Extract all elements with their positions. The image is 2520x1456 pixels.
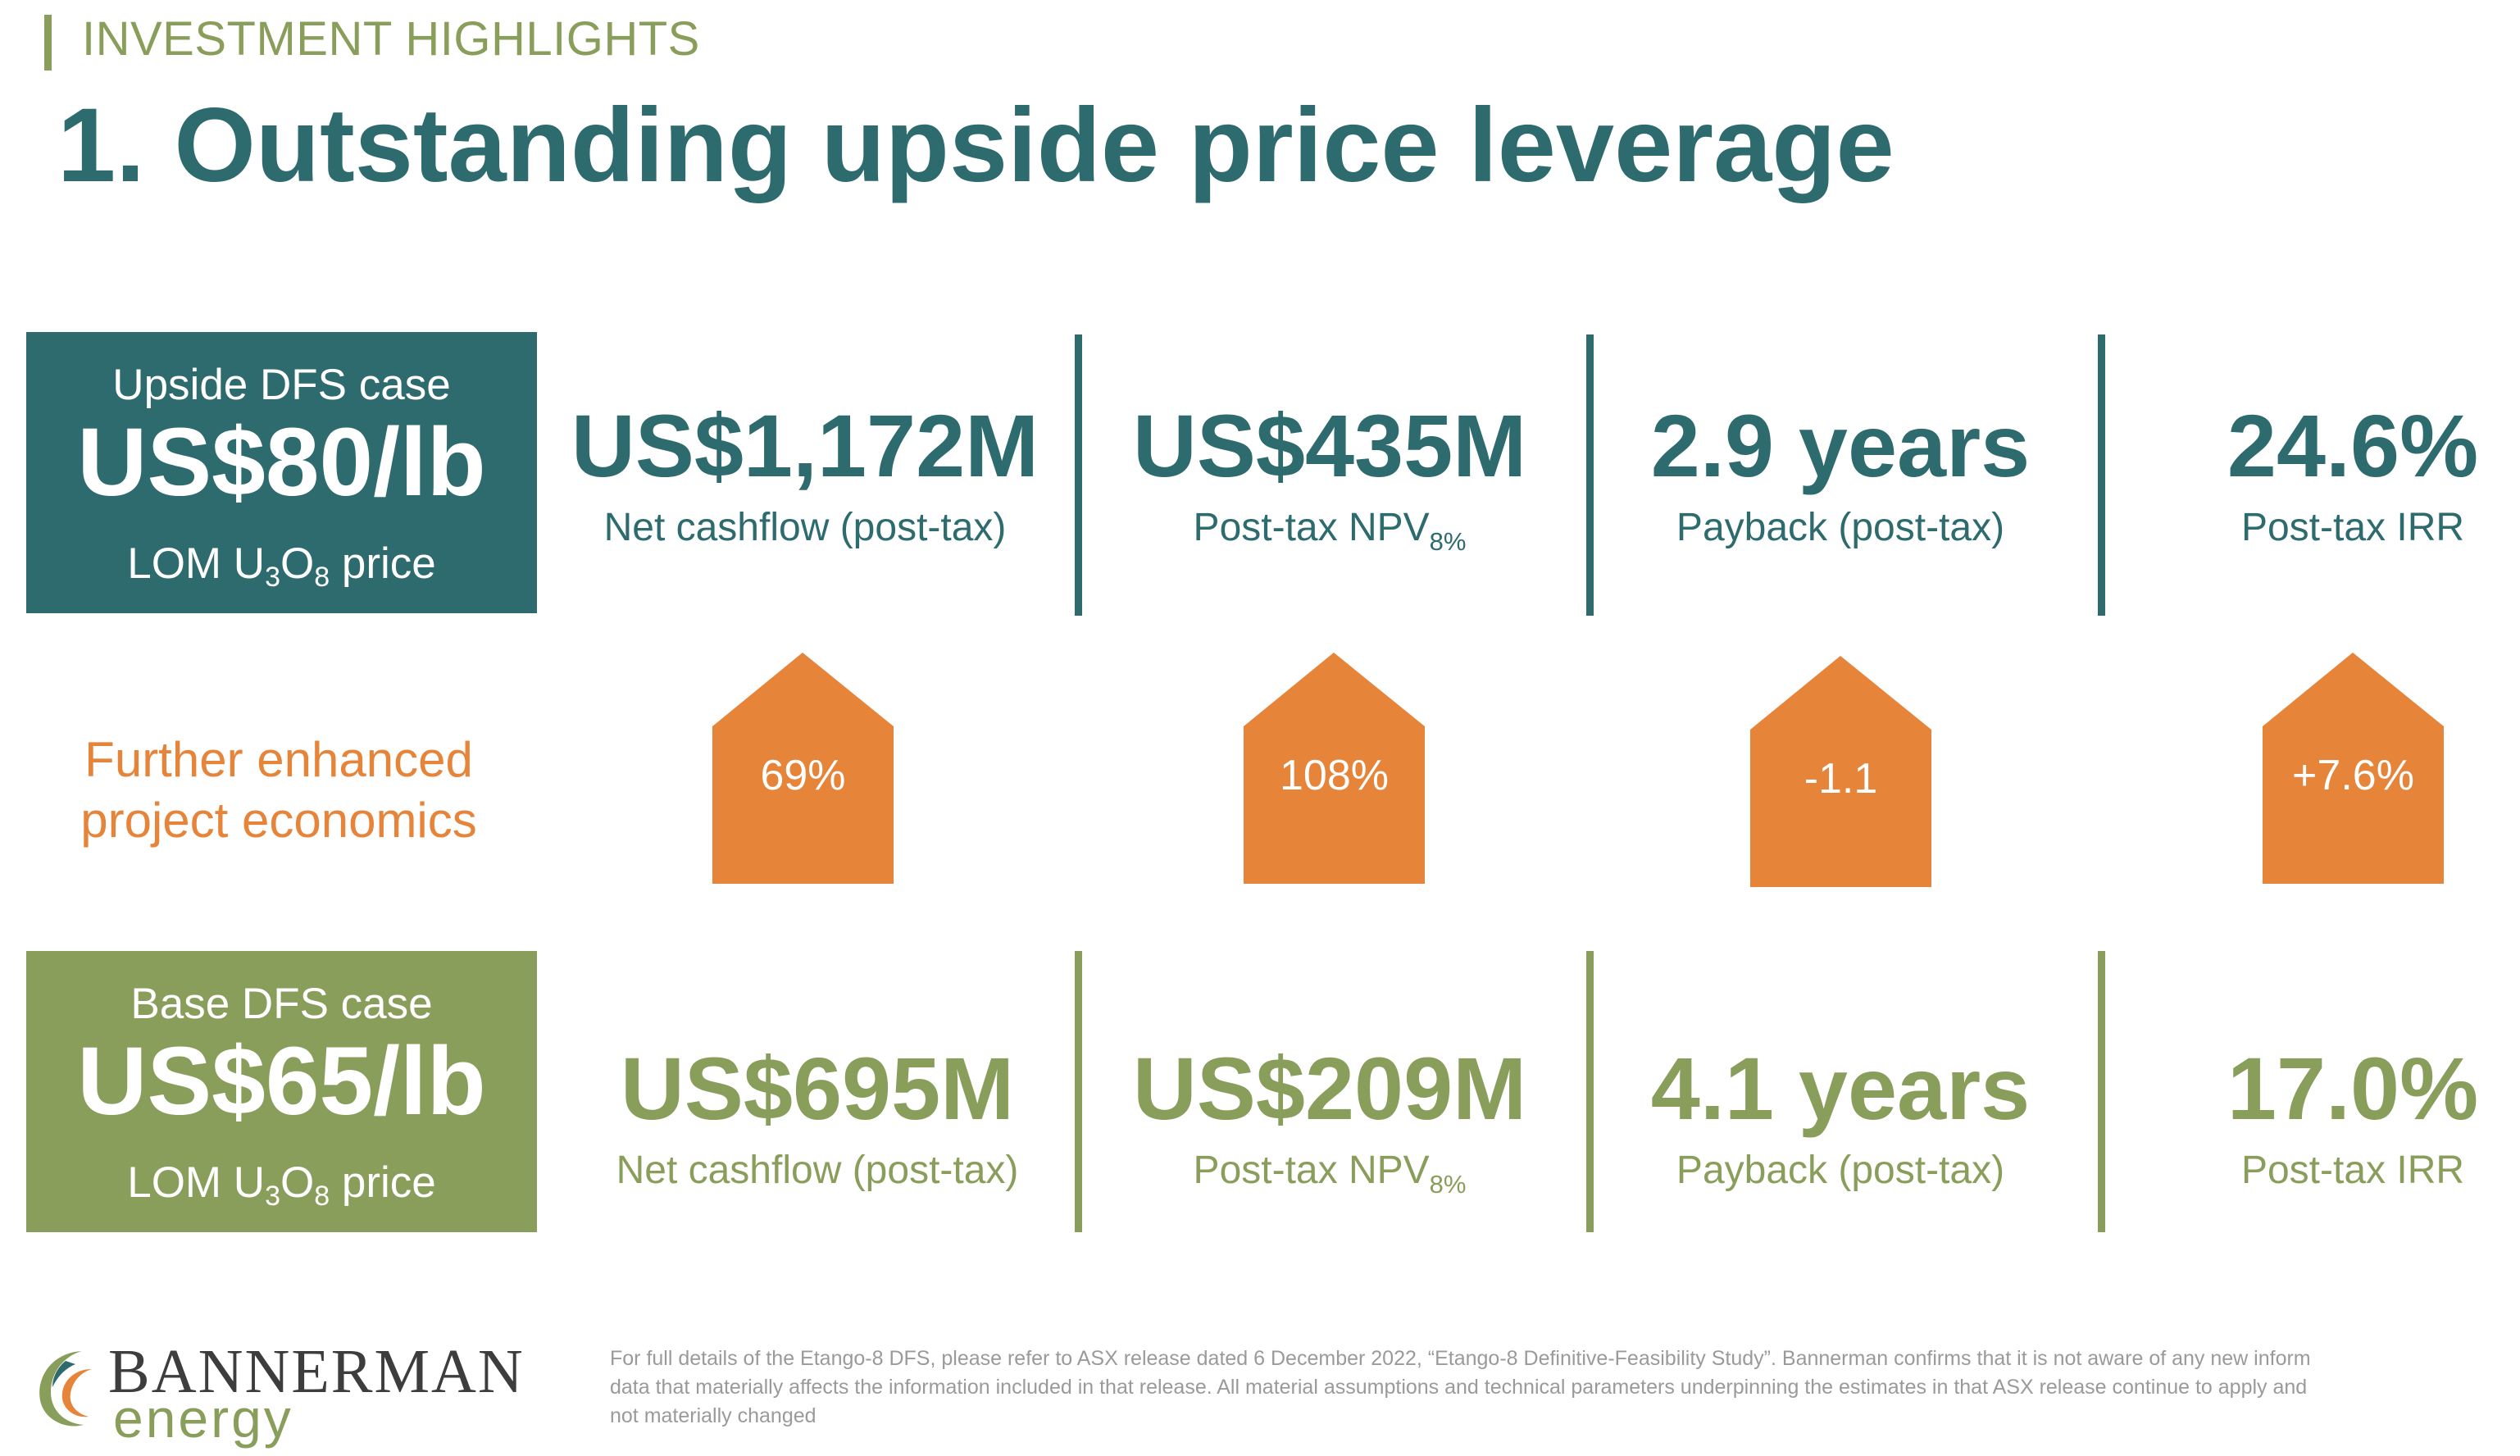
column-divider	[1075, 951, 1082, 1232]
column-divider	[2098, 334, 2105, 616]
change-value: 69%	[760, 752, 846, 799]
logo-subtitle: energy	[113, 1388, 293, 1449]
base-npv: US$209M Post-tax NPV8%	[1084, 1044, 1576, 1199]
upside-case-caption: LOM U3O8 price	[127, 539, 436, 593]
base-case-caption: LOM U3O8 price	[127, 1158, 436, 1212]
logo-swirl-icon	[39, 1351, 92, 1426]
slide-title: 1. Outstanding upside price leverage	[57, 87, 1895, 204]
upside-payback: 2.9 years Payback (post-tax)	[1594, 402, 2086, 550]
disclaimer-line: not materially changed	[610, 1404, 816, 1427]
metric-label: Payback (post-tax)	[1676, 506, 2005, 549]
column-divider	[1586, 951, 1594, 1232]
up-arrow-icon: +7.6%	[2263, 653, 2444, 884]
column-divider	[2098, 951, 2105, 1232]
disclaimer-line: data that materially affects the informa…	[610, 1376, 2308, 1399]
metric-value: 4.1 years	[1650, 1039, 2031, 1138]
up-arrow-icon: 108%	[1244, 653, 1425, 884]
bannerman-logo: BANNERMAN energy	[33, 1336, 541, 1449]
column-divider	[1075, 334, 1082, 616]
disclaimer-line: For full details of the Etango-8 DFS, pl…	[610, 1347, 2311, 1370]
disclaimer-text: For full details of the Etango-8 DFS, pl…	[610, 1345, 2512, 1431]
metric-value: US$435M	[1132, 396, 1527, 495]
enhancement-label-line1: Further enhanced	[84, 732, 473, 787]
upside-case-box: Upside DFS case US$80/lb LOM U3O8 price	[26, 332, 537, 613]
base-case-box: Base DFS case US$65/lb LOM U3O8 price	[26, 951, 537, 1232]
base-case-label: Base DFS case	[130, 980, 433, 1028]
upside-net-cashflow: US$1,172M Net cashflow (post-tax)	[559, 402, 1051, 550]
upside-case-price: US$80/lb	[77, 408, 486, 516]
up-arrow-icon: -1.1	[1750, 656, 1931, 887]
metric-value: US$695M	[620, 1039, 1015, 1138]
section-kicker: INVESTMENT HIGHLIGHTS	[82, 12, 700, 66]
change-value: +7.6%	[2292, 752, 2414, 799]
metric-label: Post-tax IRR	[2240, 1149, 2465, 1192]
metric-label: Post-tax NPV8%	[1193, 1149, 1467, 1199]
kicker-accent-bar	[44, 15, 52, 71]
base-case-price: US$65/lb	[77, 1027, 486, 1135]
base-irr: 17.0% Post-tax IRR	[2107, 1044, 2520, 1193]
enhancement-label: Further enhanced project economics	[0, 730, 557, 851]
upside-case-label: Upside DFS case	[112, 361, 451, 409]
metric-label: Net cashflow (post-tax)	[616, 1149, 1019, 1192]
base-payback: 4.1 years Payback (post-tax)	[1594, 1044, 2086, 1193]
metric-value: 2.9 years	[1650, 396, 2031, 495]
change-value: -1.1	[1804, 755, 1878, 803]
metric-value: US$209M	[1132, 1039, 1527, 1138]
metric-value: 17.0%	[2227, 1039, 2479, 1138]
metric-label: Post-tax IRR	[2240, 506, 2465, 549]
enhancement-label-line2: project economics	[80, 793, 477, 848]
up-arrow-icon: 69%	[712, 653, 894, 884]
metric-label: Net cashflow (post-tax)	[603, 506, 1007, 549]
metric-label: Payback (post-tax)	[1676, 1149, 2005, 1192]
metric-value: US$1,172M	[571, 396, 1039, 495]
base-net-cashflow: US$695M Net cashflow (post-tax)	[571, 1044, 1063, 1193]
upside-npv: US$435M Post-tax NPV8%	[1084, 402, 1576, 557]
column-divider	[1586, 334, 1594, 616]
metric-value: 24.6%	[2227, 396, 2479, 495]
metric-label: Post-tax NPV8%	[1193, 506, 1467, 556]
logo-wordmark: BANNERMAN	[108, 1337, 525, 1406]
upside-irr: 24.6% Post-tax IRR	[2107, 402, 2520, 550]
change-value: 108%	[1280, 752, 1389, 799]
